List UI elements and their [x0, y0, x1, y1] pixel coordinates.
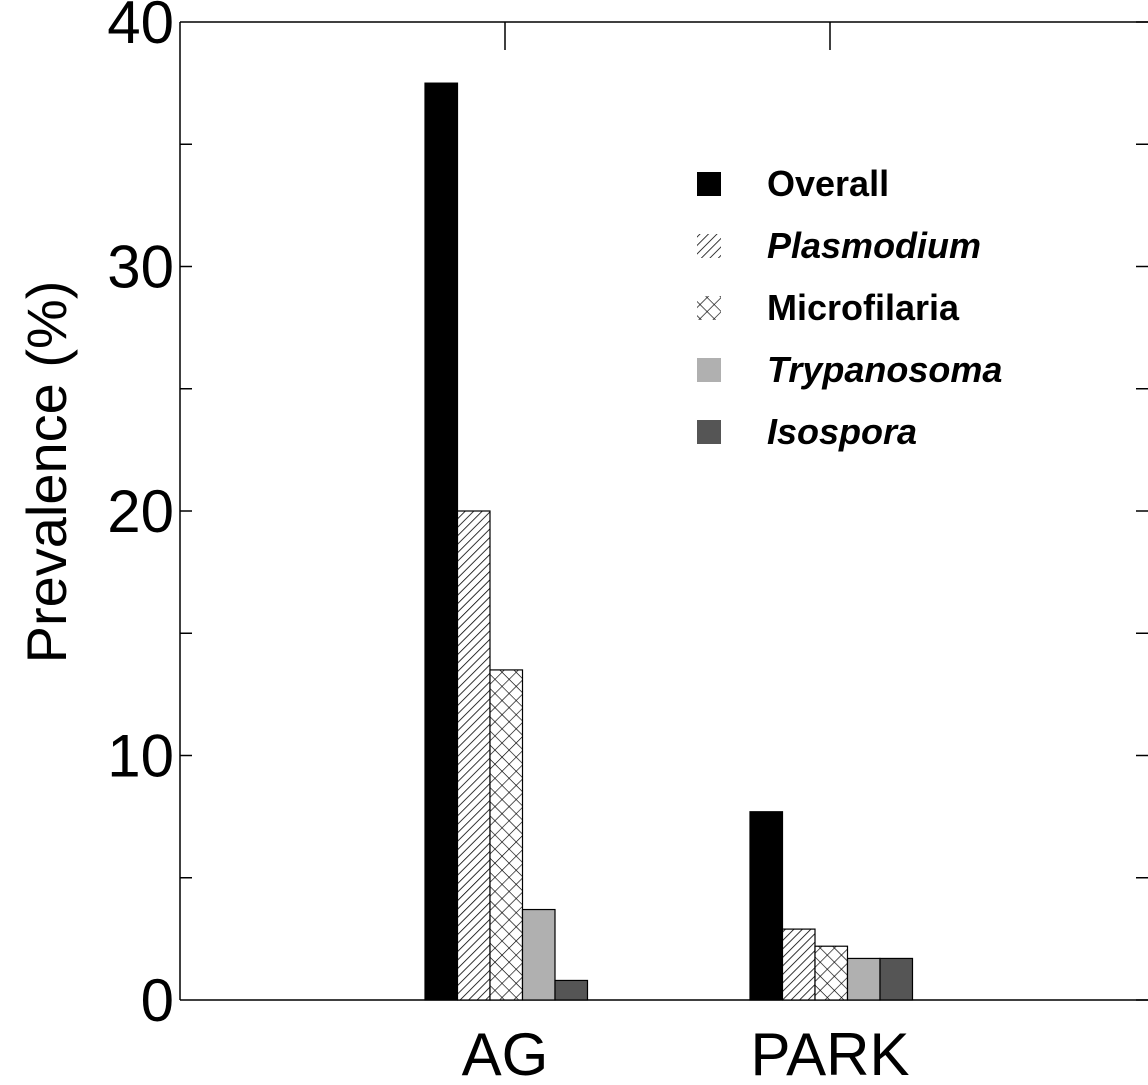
- y-tick-label: 10: [107, 723, 174, 790]
- y-axis-label: Prevalence (%): [15, 281, 78, 664]
- legend-swatch-trypanosoma: [697, 358, 721, 382]
- legend-swatch-microfilaria: [697, 296, 721, 320]
- bar-park-isospora: [879, 957, 914, 1001]
- y-tick-labels: 0 10 20 30 40: [107, 0, 174, 1034]
- bar-park-microfilaria: [814, 945, 849, 1001]
- legend-swatch-plasmodium: [697, 234, 721, 258]
- axes: [179, 21, 1148, 1001]
- legend: Overall Plasmodium Microfilaria Trypanosoma…: [697, 163, 1002, 452]
- legend-label-plasmodium: Plasmodium: [767, 225, 981, 266]
- category-label: AG: [462, 1021, 549, 1085]
- legend-swatch-overall: [697, 172, 721, 196]
- legend-label-isospora: Isospora: [767, 411, 917, 452]
- bar-park-overall: [749, 811, 784, 1001]
- y-tick-label: 20: [107, 478, 174, 545]
- bar-ag-overall: [424, 82, 459, 1001]
- y-tick-label: 0: [141, 967, 174, 1034]
- bar-park-plasmodium: [781, 928, 816, 1001]
- legend-label-microfilaria: Microfilaria: [767, 287, 960, 328]
- bars: [424, 82, 914, 1001]
- bar-park-trypanosoma: [846, 957, 881, 1001]
- bar-ag-isospora: [554, 979, 589, 1001]
- category-label: PARK: [751, 1021, 910, 1085]
- legend-label-trypanosoma: Trypanosoma: [767, 349, 1002, 390]
- bar-ag-plasmodium: [456, 510, 491, 1001]
- bar-ag-trypanosoma: [521, 908, 556, 1001]
- bar-ag-microfilaria: [489, 669, 524, 1001]
- legend-label-overall: Overall: [767, 163, 889, 204]
- y-tick-label: 40: [107, 0, 174, 56]
- category-labels: AG PARK: [462, 1021, 910, 1085]
- legend-swatch-isospora: [697, 420, 721, 444]
- y-tick-label: 30: [107, 234, 174, 301]
